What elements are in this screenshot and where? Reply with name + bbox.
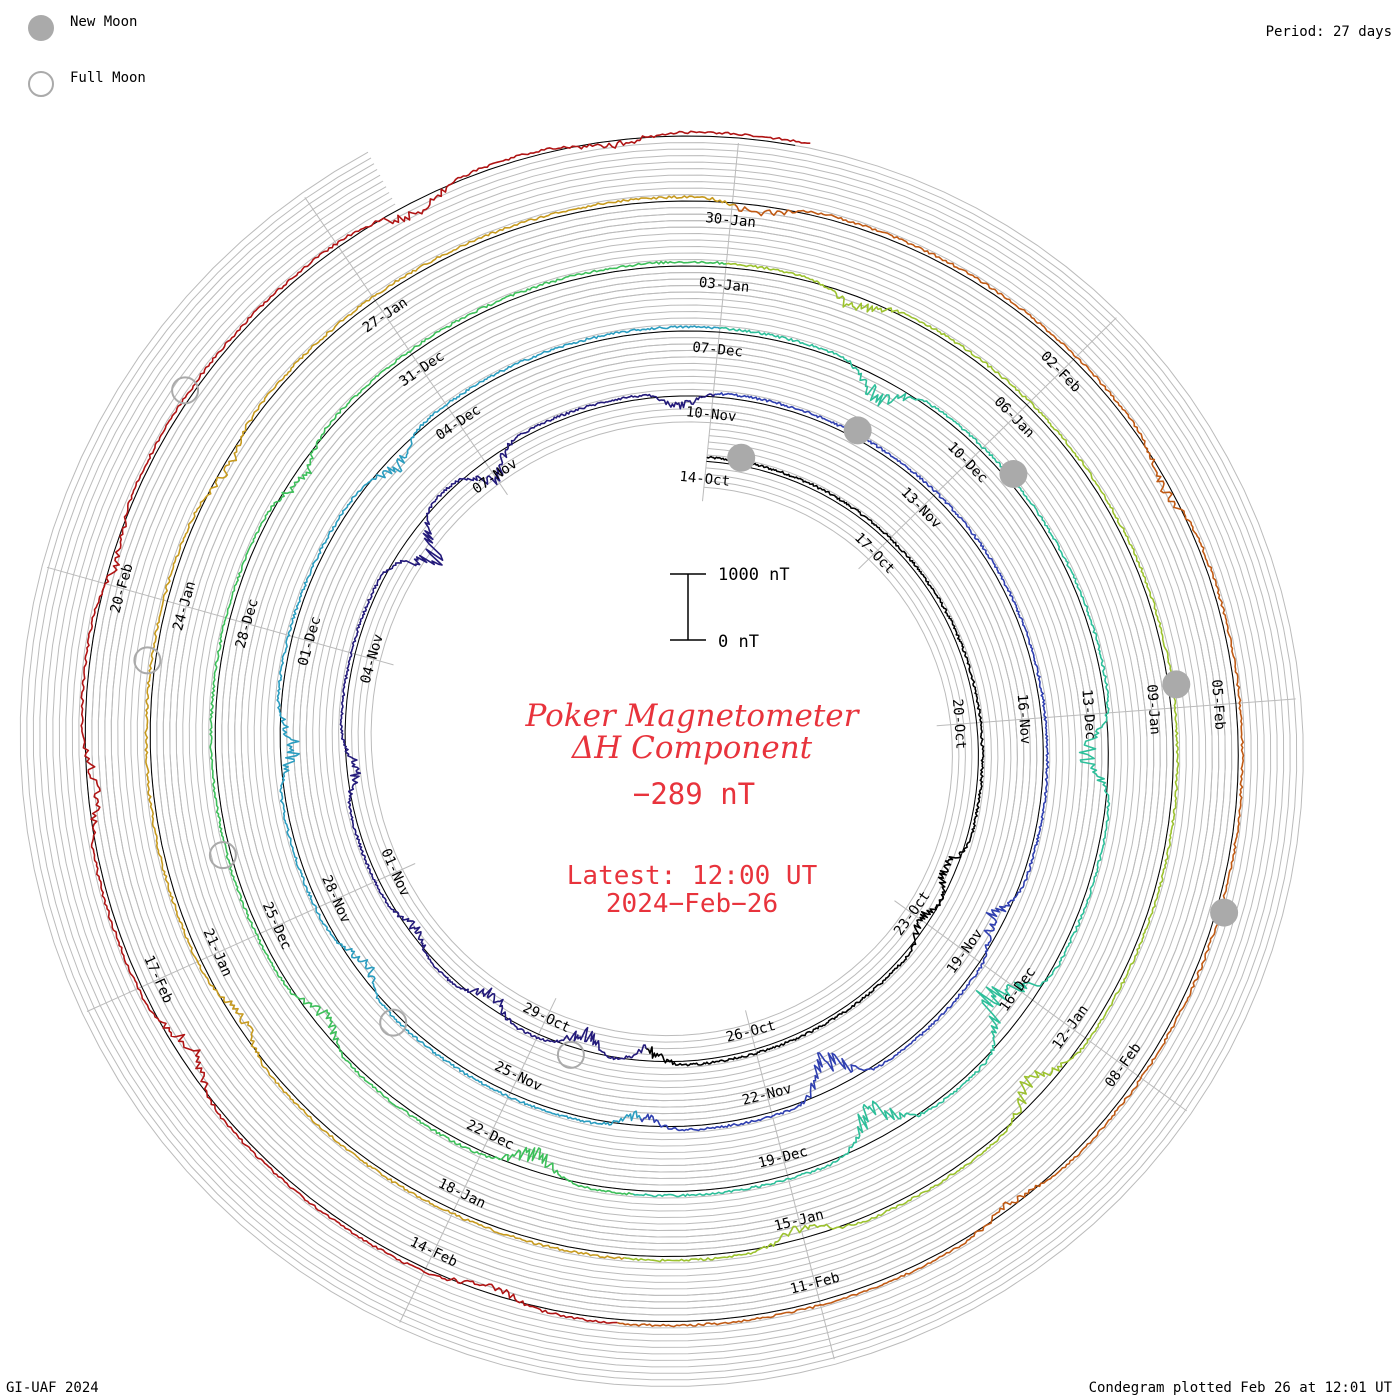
date-label: 10-Nov [685, 404, 737, 425]
plotted-label: Condegram plotted Feb 26 at 12:01 UT [1088, 1380, 1392, 1396]
latest-time: Latest: 12:00 UT [567, 861, 818, 891]
date-label: 09-Jan [1143, 684, 1163, 736]
grid-spoke [86, 863, 416, 1012]
date-label: 14-Oct [679, 469, 731, 490]
scale-bar: 1000 nT 0 nT [670, 565, 790, 652]
trace-revolution-4 [632, 326, 1111, 1198]
new-moon-marker [999, 460, 1028, 488]
date-label: 20-Oct [949, 698, 969, 750]
period-label: Period: 27 days [1265, 24, 1392, 40]
title-line-1: Poker Magnetometer [525, 698, 861, 734]
new-moon-icon [28, 15, 54, 41]
grid-spiral [39, 155, 1285, 1368]
trace-revolution-9 [80, 130, 811, 1324]
trace-revolution-5 [209, 260, 727, 1196]
trace-layer [80, 130, 1245, 1328]
date-label: 16-Dec [997, 964, 1040, 1014]
full-moon-icon [28, 71, 54, 97]
trace-revolution-1 [339, 393, 716, 1061]
baseline-spiral [84, 135, 1239, 1323]
grid-spiral [71, 187, 1252, 1335]
trace-revolution-6 [624, 262, 1180, 1263]
date-label: 26-Oct [724, 1018, 777, 1046]
grid-spiral [52, 168, 1272, 1355]
grid-spoke [858, 317, 1117, 570]
moon-marker-layer [133, 376, 1239, 1069]
full-moon-label: Full Moon [70, 70, 146, 86]
latest-date: 2024−Feb−26 [606, 889, 778, 919]
date-label: 19-Nov [944, 926, 987, 976]
full-moon-marker [171, 376, 200, 405]
grid-spiral [26, 142, 1298, 1381]
new-moon-marker [727, 443, 756, 472]
full-moon-marker [208, 841, 237, 870]
grid-spiral [58, 174, 1265, 1348]
date-label: 16-Nov [1014, 693, 1034, 745]
grid-spiral [78, 194, 1246, 1329]
center-title: Poker Magnetometer ΔH Component −289 nT … [525, 698, 861, 919]
grid-spiral [32, 148, 1291, 1374]
grid-spiral [65, 181, 1259, 1342]
date-label: 03-Jan [698, 275, 750, 296]
date-label: 04-Nov [358, 632, 387, 685]
new-moon-marker [1210, 898, 1239, 927]
trace-revolution-8 [617, 203, 1245, 1328]
trace-revolution-0 [645, 455, 985, 1067]
full-moon-marker [133, 646, 162, 675]
new-moon-marker [1162, 670, 1191, 699]
full-moon-marker [379, 1008, 408, 1037]
current-value: −289 nT [633, 777, 755, 811]
date-label: 13-Dec [1078, 689, 1098, 741]
title-line-2: ΔH Component [571, 730, 813, 766]
trace-revolution-7 [144, 195, 735, 1260]
grid-spiral [45, 161, 1278, 1361]
trace-revolution-3 [276, 325, 721, 1126]
new-moon-marker [843, 416, 872, 445]
date-label: 05-Feb [1208, 679, 1228, 731]
date-label: 08-Feb [1102, 1040, 1145, 1090]
full-moon-marker [556, 1040, 585, 1069]
scale-top-label: 1000 nT [718, 565, 790, 585]
date-label: 07-Dec [692, 340, 744, 361]
grid-spoke [304, 197, 508, 496]
date-label: 30-Jan [705, 210, 757, 231]
new-moon-label: New Moon [70, 14, 138, 30]
credit-label: GI-UAF 2024 [6, 1380, 99, 1396]
date-label: 11-Feb [789, 1270, 842, 1298]
trace-revolution-2 [639, 392, 1050, 1132]
scale-bottom-label: 0 nT [718, 632, 759, 652]
